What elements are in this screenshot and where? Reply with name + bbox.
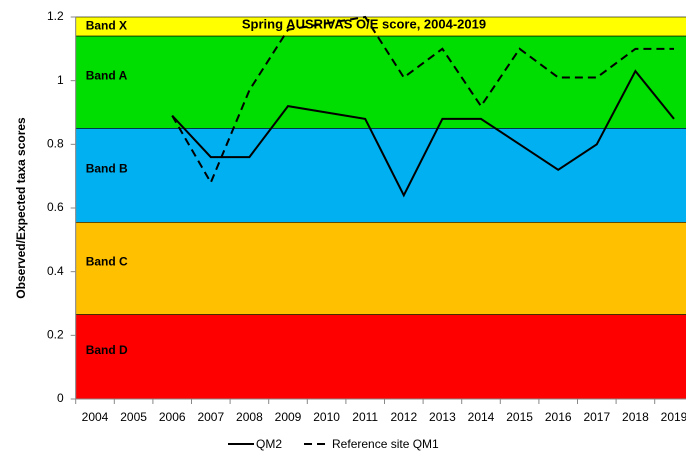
chart-title: Spring AUSRIVAS O/E score, 2004-2019 [242,16,486,31]
band-label: Band D [86,343,128,357]
x-tick-label: 2013 [429,410,456,424]
y-axis-label: Observed/Expected taxa scores [14,117,28,299]
series-line [171,69,675,198]
x-tick-label: 2007 [197,410,224,424]
band [75,314,686,400]
band-label: Band B [86,162,128,176]
band-label: Band A [86,68,128,82]
y-tick-label: 0.4 [47,264,64,278]
x-tick-label: 2009 [275,410,302,424]
x-tick-label: 2012 [390,410,417,424]
x-tick-label: 2011 [352,410,378,424]
x-tick-label: 2015 [506,410,533,424]
band [75,222,686,315]
x-tick-label: 2010 [313,410,340,424]
legend-label: Reference site QM1 [332,437,439,451]
series-line [171,15,674,185]
x-tick-label: 2005 [120,410,147,424]
band-label: Band C [86,255,128,269]
x-tick-label: 2019 [661,410,686,424]
y-tick-label: 0 [57,391,64,405]
band-label: Band X [86,19,127,33]
x-tick-label: 2006 [159,410,186,424]
band [75,35,686,129]
x-tick-label: 2008 [236,410,263,424]
x-tick-label: 2018 [622,410,649,424]
y-tick-label: 0.6 [47,200,64,214]
x-tick-label: 2016 [545,410,572,424]
y-tick-label: 0.8 [47,137,64,151]
x-tick-label: 2014 [468,410,495,424]
band [75,128,686,223]
bands [75,16,686,400]
y-tick-label: 0.2 [47,328,64,342]
legend-label: QM2 [256,437,282,451]
y-tick-label: 1.2 [47,9,64,23]
x-tick-label: 2017 [583,410,610,424]
y-tick-label: 1 [57,73,64,87]
x-tick-label: 2004 [82,410,109,424]
